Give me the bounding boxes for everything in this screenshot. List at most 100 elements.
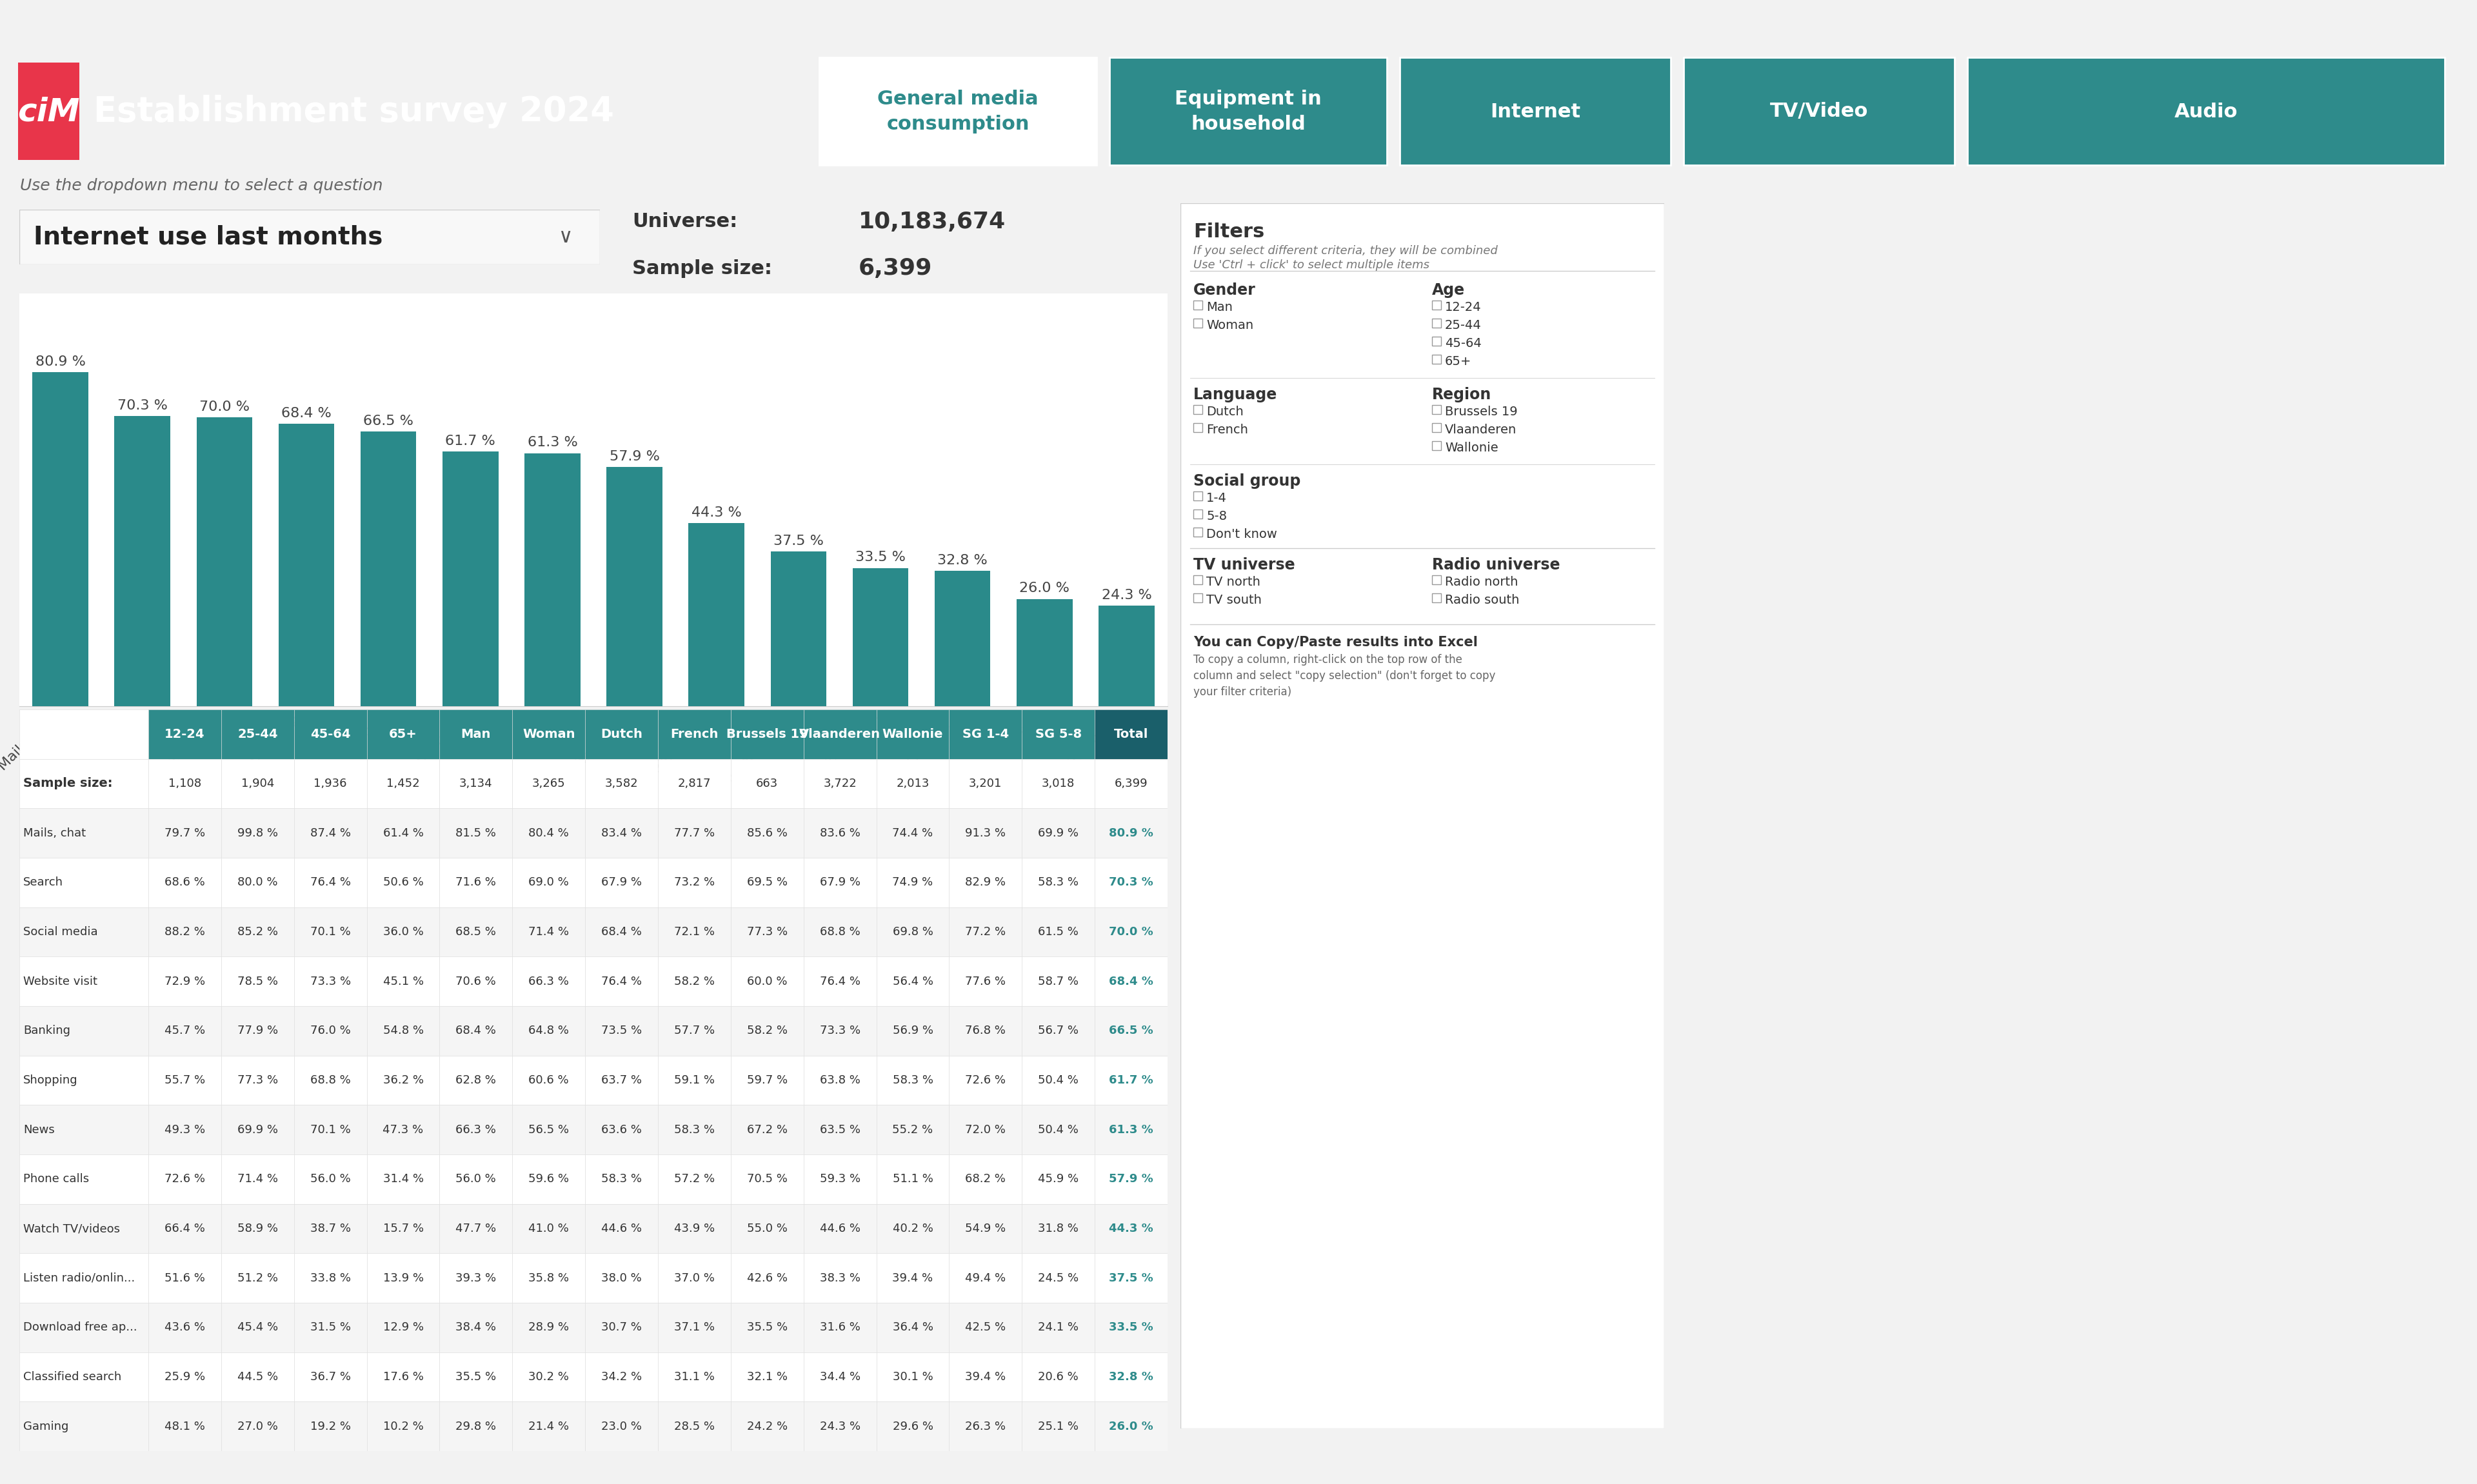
Bar (731, 957, 803, 1006)
Bar (20, 1106, 149, 1155)
Bar (1023, 709, 1095, 758)
Bar (877, 809, 949, 858)
Bar (149, 907, 220, 957)
Text: 20.6 %: 20.6 % (1038, 1371, 1077, 1383)
Text: 43.6 %: 43.6 % (163, 1322, 206, 1333)
Text: 74.9 %: 74.9 % (892, 877, 934, 889)
Bar (1194, 319, 1201, 328)
Bar (367, 1402, 438, 1451)
Text: 33.8 %: 33.8 % (310, 1272, 352, 1284)
Bar (585, 1204, 659, 1254)
Text: 72.6 %: 72.6 % (163, 1174, 206, 1184)
Text: To copy a column, right-click on the top row of the
column and select "copy sele: To copy a column, right-click on the top… (1194, 654, 1496, 697)
Bar (367, 809, 438, 858)
Bar (1432, 441, 1442, 450)
Bar (513, 758, 585, 809)
Bar (1432, 594, 1442, 603)
Text: 37.5 %: 37.5 % (773, 534, 822, 548)
Text: 26.0 %: 26.0 % (1110, 1420, 1154, 1432)
Text: 10.2 %: 10.2 % (384, 1420, 424, 1432)
Bar (149, 1204, 220, 1254)
Text: 54.8 %: 54.8 % (384, 1025, 424, 1037)
Text: 57.2 %: 57.2 % (674, 1174, 716, 1184)
Bar (149, 1006, 220, 1055)
Text: 12-24: 12-24 (163, 729, 206, 741)
Text: 33.5 %: 33.5 % (855, 551, 907, 564)
Bar (770, 552, 827, 706)
Bar (585, 957, 659, 1006)
Bar (659, 858, 731, 907)
Bar (149, 1402, 220, 1451)
Text: 81.5 %: 81.5 % (456, 827, 495, 838)
Text: Region: Region (1432, 387, 1491, 402)
Bar (443, 451, 498, 706)
Text: 63.7 %: 63.7 % (602, 1074, 642, 1086)
Text: 31.1 %: 31.1 % (674, 1371, 716, 1383)
Text: 77.9 %: 77.9 % (238, 1025, 277, 1037)
Bar (220, 809, 295, 858)
Bar (659, 1254, 731, 1303)
Text: If you select different criteria, they will be combined: If you select different criteria, they w… (1194, 245, 1499, 257)
Text: 1,452: 1,452 (386, 778, 419, 789)
Text: 3,722: 3,722 (822, 778, 857, 789)
Text: 68.2 %: 68.2 % (966, 1174, 1006, 1184)
Text: 2,817: 2,817 (679, 778, 711, 789)
Text: 61.3 %: 61.3 % (1110, 1123, 1154, 1135)
Text: 37.0 %: 37.0 % (674, 1272, 716, 1284)
Bar (149, 809, 220, 858)
Bar (949, 709, 1023, 758)
Text: Wallonie: Wallonie (882, 729, 944, 741)
Bar (585, 1006, 659, 1055)
Text: Radio north: Radio north (1444, 576, 1518, 588)
Bar (949, 858, 1023, 907)
Text: 39.3 %: 39.3 % (456, 1272, 495, 1284)
Bar (803, 1352, 877, 1402)
Bar (367, 1155, 438, 1204)
Text: 80.9 %: 80.9 % (35, 355, 87, 368)
Text: Dutch: Dutch (1206, 405, 1243, 418)
Bar (731, 758, 803, 809)
Text: 47.3 %: 47.3 % (384, 1123, 424, 1135)
Text: 59.7 %: 59.7 % (746, 1074, 788, 1086)
Bar (731, 1303, 803, 1352)
Text: 3,201: 3,201 (969, 778, 1003, 789)
Bar (20, 1254, 149, 1303)
Bar (220, 1352, 295, 1402)
Text: 58.7 %: 58.7 % (1038, 975, 1077, 987)
Text: 2,013: 2,013 (897, 778, 929, 789)
Bar (367, 1303, 438, 1352)
Bar (20, 758, 149, 809)
Text: 47.7 %: 47.7 % (456, 1223, 495, 1235)
Bar (877, 758, 949, 809)
Text: 56.5 %: 56.5 % (528, 1123, 570, 1135)
Bar (438, 907, 513, 957)
Text: 57.7 %: 57.7 % (674, 1025, 716, 1037)
Bar (295, 1055, 367, 1106)
Bar (20, 1055, 149, 1106)
Bar (149, 1055, 220, 1106)
Text: 5-8: 5-8 (1206, 510, 1226, 522)
Text: 61.5 %: 61.5 % (1038, 926, 1077, 938)
Text: Internet: Internet (1491, 102, 1580, 120)
Text: 1-4: 1-4 (1206, 493, 1226, 505)
Bar (949, 907, 1023, 957)
Text: 74.4 %: 74.4 % (892, 827, 934, 838)
Text: 73.3 %: 73.3 % (310, 975, 352, 987)
Bar (949, 957, 1023, 1006)
Text: 76.0 %: 76.0 % (310, 1025, 352, 1037)
Bar (949, 1303, 1023, 1352)
Bar (20, 809, 149, 858)
Text: 57.9 %: 57.9 % (609, 450, 659, 463)
Text: 44.6 %: 44.6 % (820, 1223, 860, 1235)
Bar (1023, 809, 1095, 858)
Bar (220, 1106, 295, 1155)
Text: Age: Age (1432, 282, 1464, 298)
Bar (1432, 319, 1442, 328)
Text: 66.5 %: 66.5 % (364, 414, 414, 427)
Bar (820, 58, 1097, 165)
Bar (1023, 758, 1095, 809)
Bar (1095, 957, 1167, 1006)
Bar (1432, 576, 1442, 585)
Bar (731, 1055, 803, 1106)
Bar (1016, 600, 1073, 706)
